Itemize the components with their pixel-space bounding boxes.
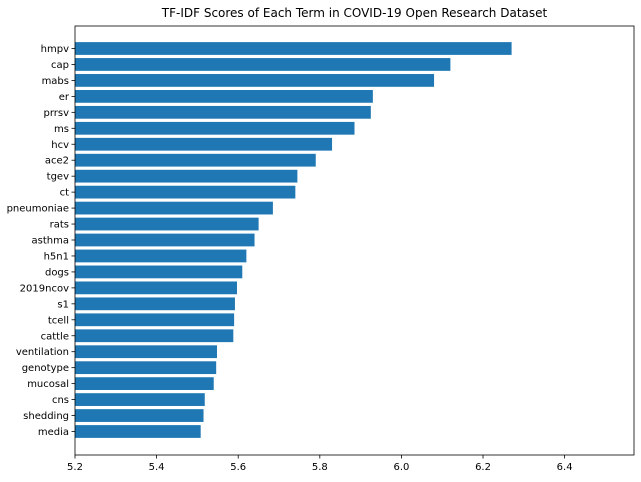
bars-group: [75, 42, 512, 438]
x-tick-label: 5.2: [67, 462, 83, 473]
bar-tcell: [75, 313, 235, 327]
x-tick-label: 6.4: [557, 462, 573, 473]
bar-ct: [75, 185, 296, 199]
y-tick-label: genotype: [22, 363, 69, 374]
bar-hcv: [75, 137, 333, 151]
y-tick-label: asthma: [32, 236, 69, 247]
bar-mabs: [75, 74, 435, 87]
bar-asthma: [75, 233, 255, 247]
x-tick-label: 5.6: [230, 462, 246, 473]
bar-rats: [75, 217, 259, 231]
y-tick-label: 2019ncov: [20, 283, 69, 294]
x-tick-label: 5.4: [149, 462, 165, 473]
y-tick-label: dogs: [45, 267, 69, 278]
y-tick-label: hcv: [51, 140, 69, 151]
bar-hmpv: [75, 42, 512, 55]
y-tick-label: tcell: [48, 315, 69, 326]
bar-genotype: [75, 361, 217, 375]
bar-prrsv: [75, 105, 371, 119]
bar-h5n1: [75, 249, 247, 263]
bar-shedding: [75, 409, 204, 422]
bar-ms: [75, 121, 355, 135]
plot-frame: [74, 25, 635, 456]
y-tick-label: ct: [60, 188, 69, 199]
bar-er: [75, 89, 373, 103]
bar-ace2: [75, 153, 316, 167]
bar-cns: [75, 393, 205, 406]
bar-media: [75, 425, 201, 438]
x-axis: 5.2 5.4 5.6 5.8 6.0 6.2 6.4: [67, 455, 573, 473]
y-tick-label: media: [38, 427, 69, 438]
y-tick-label: shedding: [23, 411, 69, 422]
y-tick-label: s1: [57, 299, 69, 310]
bar-s1: [75, 297, 235, 311]
y-tick-label: cap: [51, 60, 69, 71]
bar-cap: [75, 58, 451, 71]
x-tick-label: 6.2: [475, 462, 491, 473]
y-tick-label: tgev: [47, 172, 69, 183]
x-tick-label: 6.0: [393, 462, 409, 473]
y-tick-label: rats: [50, 220, 69, 231]
chart-title: TF-IDF Scores of Each Term in COVID-19 O…: [161, 6, 548, 20]
y-tick-label: er: [59, 92, 70, 103]
bar-cattle: [75, 329, 234, 343]
y-tick-label: hmpv: [41, 44, 69, 55]
bar-mucosal: [75, 377, 214, 391]
y-tick-label: cns: [52, 395, 69, 406]
bar-tgev: [75, 169, 298, 183]
y-tick-label: cattle: [41, 331, 69, 342]
bar-pneumoniae: [75, 201, 273, 215]
y-tick-label: pneumoniae: [7, 204, 69, 215]
x-tick-label: 5.8: [312, 462, 328, 473]
bar-2019ncov: [75, 281, 237, 295]
y-tick-label: prrsv: [43, 108, 69, 119]
y-tick-label: mucosal: [27, 379, 69, 390]
y-tick-label: h5n1: [44, 251, 69, 262]
y-tick-label: mabs: [42, 76, 69, 87]
bar-ventilation: [75, 345, 217, 359]
y-tick-label: ventilation: [16, 347, 69, 358]
y-tick-label: ace2: [45, 156, 69, 167]
y-tick-label: ms: [54, 124, 69, 135]
y-axis: hmpv cap mabs er prrsv ms hcv ace2 tgev ct pneumon…: [7, 44, 75, 438]
bar-dogs: [75, 265, 243, 279]
